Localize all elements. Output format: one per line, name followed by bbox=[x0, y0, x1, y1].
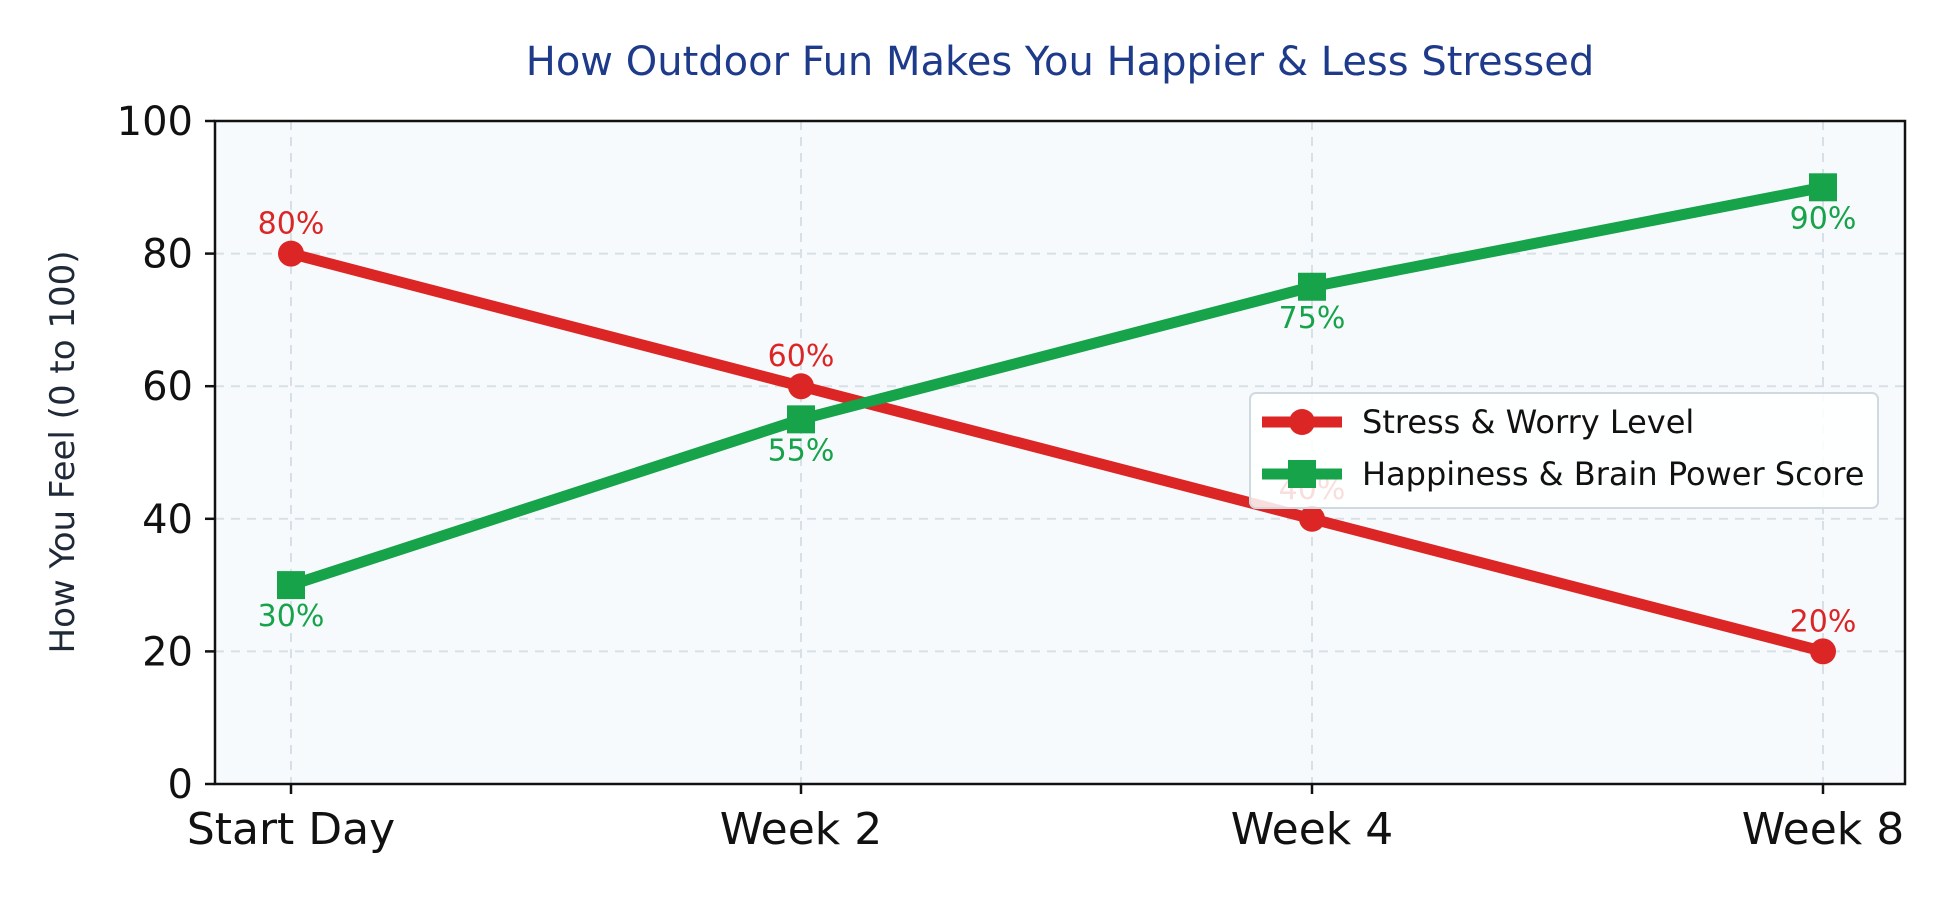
series-line bbox=[285, 248, 1829, 657]
y-tick-label: 0 bbox=[168, 762, 193, 808]
legend-label: Happiness & Brain Power Score bbox=[1362, 455, 1864, 493]
x-tick-label: Start Day bbox=[187, 804, 395, 855]
data-point-marker bbox=[278, 240, 304, 267]
data-point-marker bbox=[1810, 638, 1836, 665]
legend: Stress & Worry Level Happiness & Brain Po… bbox=[1249, 392, 1879, 509]
legend-marker bbox=[1288, 460, 1316, 488]
data-point-marker bbox=[1809, 173, 1837, 202]
y-tick-label: 100 bbox=[117, 99, 193, 145]
data-label: 30% bbox=[258, 599, 325, 634]
legend-box bbox=[1249, 392, 1879, 509]
data-point-marker bbox=[788, 373, 814, 400]
series-line bbox=[285, 181, 1829, 591]
y-axis-label: How You Feel (0 to 100) bbox=[43, 251, 83, 654]
data-point-marker bbox=[787, 405, 815, 434]
data-point-marker bbox=[1299, 505, 1325, 532]
x-tick-label: Week 8 bbox=[1742, 804, 1905, 855]
series-happiness-brain-power-score bbox=[277, 173, 1837, 600]
y-tick-label: 20 bbox=[142, 629, 193, 675]
y-tick-label: 60 bbox=[142, 364, 193, 410]
data-label: 60% bbox=[768, 339, 835, 374]
data-label: 80% bbox=[258, 207, 325, 242]
x-tick-label: Week 4 bbox=[1231, 804, 1394, 855]
data-label: 55% bbox=[768, 433, 835, 468]
legend-marker bbox=[1289, 409, 1315, 435]
legend-label: Stress & Worry Level bbox=[1362, 403, 1694, 441]
data-label: 75% bbox=[1279, 301, 1346, 336]
axes: 0 20 40 60 80 100 Start Day Week 2 Week 4 Week 8 bbox=[117, 99, 1907, 855]
series-layer bbox=[277, 173, 1837, 665]
y-tick-label: 80 bbox=[142, 232, 193, 278]
y-tick-label: 40 bbox=[142, 497, 193, 543]
series-stress-worry-level bbox=[278, 240, 1836, 665]
data-label: 20% bbox=[1790, 604, 1857, 639]
x-tick-label: Week 2 bbox=[720, 804, 883, 855]
data-label: 90% bbox=[1790, 201, 1857, 236]
grid-lines bbox=[215, 121, 1905, 784]
chart-title: How Outdoor Fun Makes You Happier & Less… bbox=[526, 39, 1595, 85]
plot-frame bbox=[213, 119, 1907, 786]
data-point-marker bbox=[1298, 272, 1326, 301]
data-point-marker bbox=[277, 571, 305, 600]
